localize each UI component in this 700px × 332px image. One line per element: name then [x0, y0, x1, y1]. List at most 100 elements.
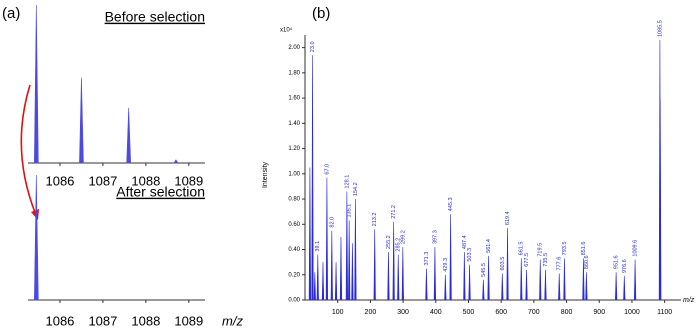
peak	[34, 174, 39, 301]
peak	[449, 214, 452, 301]
x-tick-label: 700	[528, 309, 540, 316]
x-tick-label: 1100	[657, 309, 672, 316]
peak	[425, 268, 428, 301]
x-tick-label: 200	[365, 309, 377, 316]
peak-label: 860.6	[584, 255, 590, 269]
peak	[325, 177, 329, 301]
peak-label: 487.4	[462, 235, 468, 249]
peak	[34, 4, 39, 164]
peak	[308, 167, 312, 301]
peak-label: 154.2	[353, 182, 359, 196]
y-multiplier: x10⁴	[280, 27, 293, 34]
peak	[659, 99, 662, 301]
peak	[334, 262, 338, 301]
x-tick-label: 400	[430, 309, 442, 316]
peak-label: 23.0	[310, 41, 316, 52]
peak	[321, 262, 325, 301]
x-tick-label: 800	[561, 309, 573, 316]
x-tick-label: 1087	[88, 313, 117, 328]
peak	[373, 229, 376, 301]
x-axis-label: m/z	[683, 297, 695, 304]
x-tick-label: 600	[495, 309, 507, 316]
peak-label: 603.5	[500, 257, 506, 271]
peak	[392, 221, 395, 301]
arrow-head	[31, 209, 39, 220]
peak	[501, 273, 504, 301]
spectrum-title: Before selection	[105, 9, 205, 25]
peak-label: 39.1	[315, 241, 321, 252]
peak	[539, 259, 542, 301]
peak	[311, 55, 314, 301]
peak	[316, 254, 319, 301]
y-tick-label: 2.00	[288, 45, 300, 51]
x-tick-label: 900	[593, 309, 605, 316]
peak-label: 445.3	[448, 197, 454, 211]
peak-label: 128.1	[344, 175, 350, 189]
peak	[468, 264, 471, 301]
peak	[482, 279, 485, 301]
peak	[506, 228, 509, 301]
peak	[330, 230, 333, 301]
peak-label: 851.6	[581, 242, 587, 256]
peak-label: 255.2	[386, 235, 392, 249]
peak-label: 299.2	[400, 230, 406, 244]
y-tick-label: 1.80	[288, 70, 300, 76]
peak	[79, 77, 84, 164]
peak	[525, 269, 528, 301]
peak	[487, 255, 490, 301]
peak-label: 135.1	[347, 204, 353, 218]
spectrum-title: After selection	[116, 184, 205, 200]
peak-label: 719.5	[538, 243, 544, 257]
peak-label: 793.5	[562, 242, 568, 256]
y-tick-label: 1.40	[288, 121, 300, 127]
y-tick-label: 0.60	[288, 222, 300, 228]
peak	[563, 258, 566, 301]
peak	[520, 258, 523, 301]
peak-label: 503.3	[467, 248, 473, 262]
peak-label: 545.5	[481, 263, 487, 277]
x-tick-label: 1089	[174, 173, 203, 188]
x-tick-label: 1088	[131, 313, 160, 328]
peak	[339, 236, 343, 301]
peak-label: 777.6	[557, 257, 563, 271]
peak-label: 271.2	[391, 205, 397, 219]
panel-label: (a)	[2, 5, 20, 22]
peak	[397, 254, 400, 301]
peak-label: 619.4	[505, 211, 511, 225]
peak	[387, 252, 390, 301]
peak-label: 82.0	[329, 217, 335, 228]
panel-label: (b)	[312, 5, 330, 22]
y-tick-label: 1.00	[288, 171, 300, 177]
peak	[126, 107, 131, 164]
y-tick-label: 1.20	[288, 146, 300, 152]
peak-label: 1085.5	[657, 20, 663, 37]
peak	[348, 220, 351, 301]
y-tick-label: 0.00	[288, 298, 300, 304]
peak	[313, 272, 316, 301]
peak	[444, 274, 447, 301]
peak	[345, 191, 348, 301]
peak	[401, 246, 404, 301]
peak-label: 735.5	[543, 253, 549, 267]
peak-label: 951.6	[614, 255, 620, 269]
x-tick-label: 300	[397, 309, 409, 316]
peak	[351, 243, 354, 301]
peak-label: 67.0	[324, 164, 330, 175]
y-tick-label: 1.60	[288, 96, 300, 102]
peak	[558, 273, 561, 301]
peak-label: 561.4	[486, 239, 492, 253]
y-axis-label: Intensity	[262, 161, 269, 188]
peak	[544, 269, 547, 301]
x-tick-label: 1086	[45, 173, 74, 188]
x-tick-label: 1000	[624, 309, 640, 316]
peak	[633, 259, 637, 301]
peak-label: 213.2	[372, 213, 378, 227]
peak-label: 371.3	[424, 252, 430, 266]
peak	[585, 272, 588, 301]
y-tick-label: 0.20	[288, 272, 300, 278]
x-tick-label: 100	[332, 309, 344, 316]
peak	[433, 246, 437, 301]
arrow	[20, 84, 37, 216]
peak-label: 397.3	[432, 230, 438, 244]
